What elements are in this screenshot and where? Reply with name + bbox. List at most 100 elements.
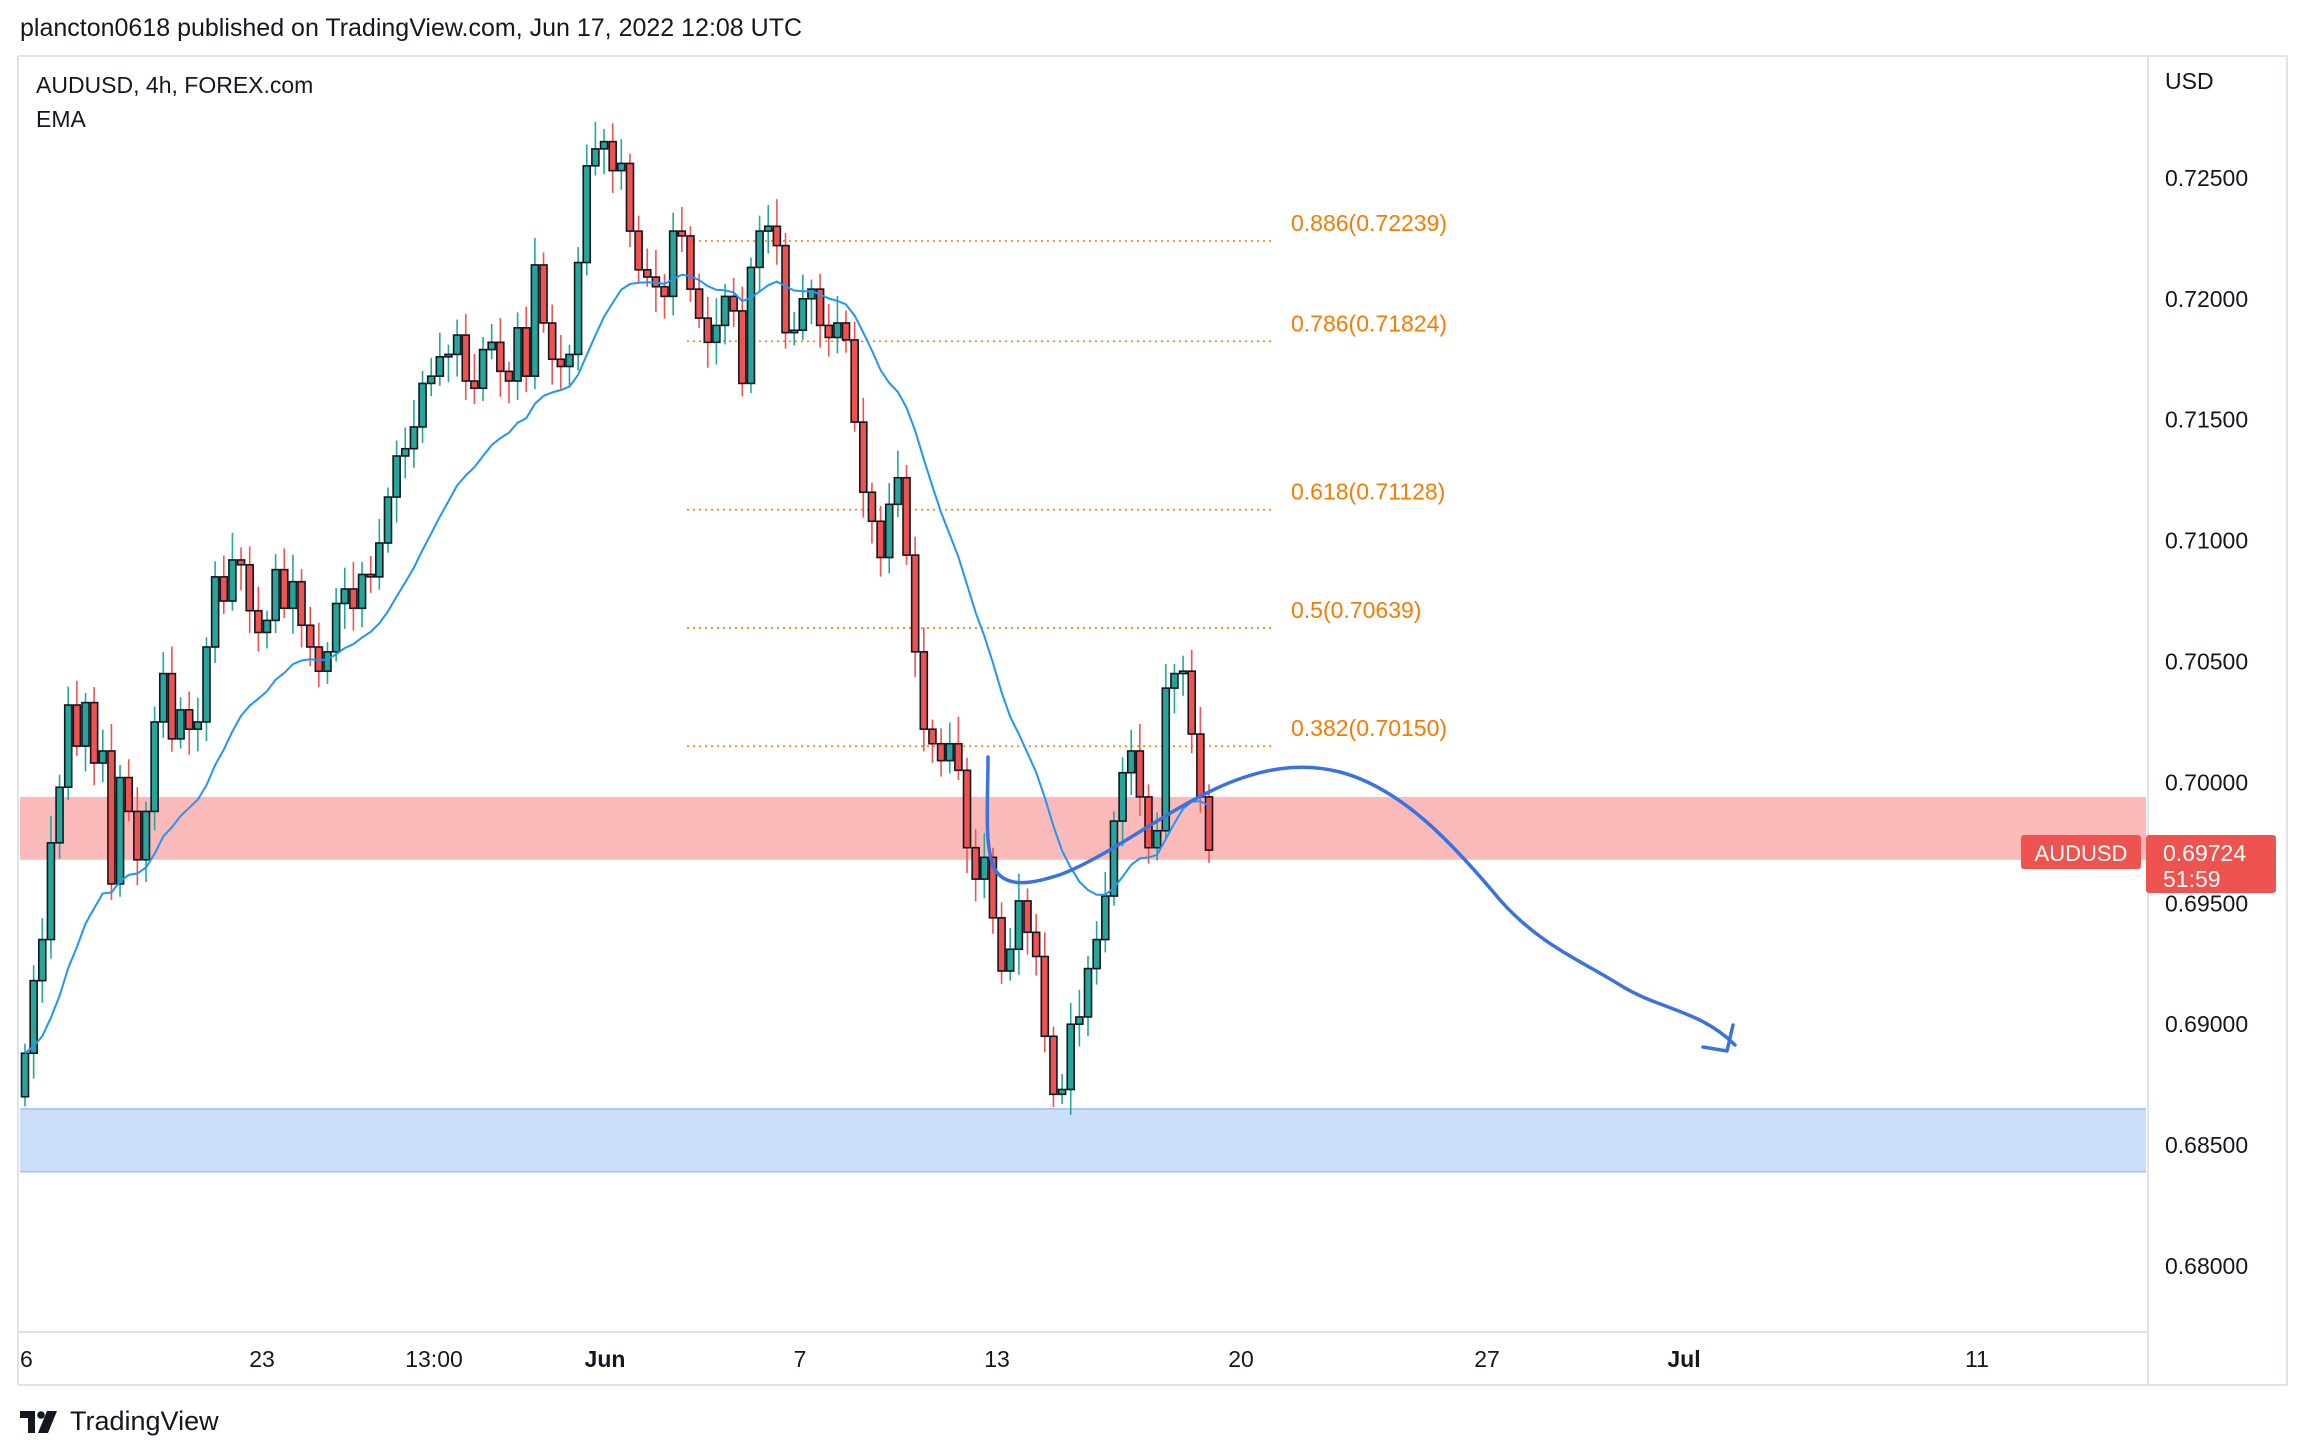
candle-body	[470, 380, 479, 390]
legend-indicator-ema[interactable]: EMA	[36, 106, 86, 132]
candle-body	[375, 542, 384, 578]
candle-body	[305, 624, 315, 648]
legend-symbol[interactable]: AUDUSD, 4h, FOREX.com	[36, 72, 314, 98]
fib-label: 0.886(0.72239)	[1291, 210, 1447, 236]
last-price-tag: AUDUSD 0.69724 51:59	[2021, 835, 2276, 893]
candle-body	[323, 651, 332, 672]
candle-body	[521, 327, 531, 377]
candle-body	[919, 651, 929, 731]
price-axis-tick: 0.69500	[2165, 890, 2248, 916]
candle-body	[634, 230, 643, 271]
candle-body	[184, 709, 194, 731]
time-axis-tick: 6	[20, 1346, 33, 1372]
candle-body	[703, 317, 713, 344]
candle-body	[1170, 672, 1179, 689]
tradingview-logo-icon	[20, 1410, 57, 1433]
support-zone	[20, 1108, 2146, 1172]
candle-body	[452, 334, 462, 356]
candle-body	[668, 230, 678, 298]
candle-body	[392, 455, 401, 498]
candle-body	[1100, 895, 1110, 941]
candle-body	[763, 225, 773, 232]
candle-body	[29, 979, 38, 1055]
candle-body	[219, 576, 229, 602]
time-axis-tick: Jun	[585, 1346, 626, 1372]
publish-info: plancton0618 published on TradingView.co…	[20, 14, 803, 42]
candle-body	[772, 225, 782, 247]
candle-body	[867, 491, 877, 523]
candle-body	[1178, 670, 1188, 675]
candle-body	[426, 375, 436, 385]
candle-body	[833, 322, 842, 339]
candle-body	[962, 769, 972, 849]
candle-body	[245, 563, 255, 612]
time-axis-tick: 11	[1965, 1346, 1989, 1372]
candle-body	[1196, 733, 1205, 798]
ema-line	[24, 273, 1210, 1054]
time-axis-tick: 23	[249, 1346, 275, 1372]
candle-body	[798, 297, 808, 332]
fib-label: 0.786(0.71824)	[1291, 310, 1447, 336]
candle-body	[936, 742, 946, 762]
price-tag-value: 0.69724	[2163, 840, 2246, 866]
candle-body	[340, 588, 350, 605]
candle-body	[1161, 687, 1171, 832]
price-tag-symbol-box	[2021, 835, 2141, 869]
time-axis-tick: 13:00	[405, 1346, 463, 1372]
price-axis-tick: 0.72000	[2165, 286, 2248, 312]
price-axis-currency: USD	[2165, 68, 2214, 94]
candle-body	[461, 334, 471, 382]
candle-body	[1144, 796, 1153, 849]
candle-body	[1118, 771, 1127, 822]
candle-body	[686, 235, 695, 290]
candle-body	[755, 230, 764, 269]
candle-body	[271, 568, 280, 622]
candle-body	[279, 568, 289, 610]
candle-body	[20, 1052, 30, 1098]
candle-body	[979, 856, 989, 880]
price-axis-tick: 0.69000	[2165, 1011, 2248, 1037]
candle-body	[884, 503, 894, 559]
footer-brand[interactable]: TradingView	[20, 1406, 219, 1437]
candle-body	[444, 353, 453, 358]
candle-body	[228, 559, 237, 602]
candle-body	[954, 742, 963, 772]
candle-body	[582, 165, 592, 264]
candle-body	[547, 322, 557, 361]
candle-body	[850, 339, 859, 423]
time-axis-tick: 13	[984, 1346, 1010, 1372]
candle-body	[642, 268, 652, 278]
candle-body	[150, 721, 159, 813]
candle-body	[789, 329, 799, 334]
candle-body	[55, 786, 64, 844]
resistance-zone	[20, 796, 2146, 860]
candle-body	[1023, 900, 1032, 934]
candle-body	[591, 148, 600, 167]
candle-body	[158, 672, 168, 723]
time-axis-tick: 7	[794, 1346, 807, 1372]
candle-body	[409, 426, 419, 450]
candle-body	[357, 573, 367, 610]
candle-body	[262, 619, 272, 634]
candle-body	[487, 341, 496, 351]
fib-label: 0.618(0.71128)	[1291, 479, 1445, 505]
candle-body	[1014, 900, 1024, 951]
candle-body	[729, 295, 738, 312]
candle-body	[539, 264, 548, 324]
candle-body	[1152, 829, 1162, 849]
candle-body	[176, 709, 185, 740]
candle-body	[1109, 820, 1119, 897]
candle-body	[807, 288, 816, 300]
candle-body	[902, 476, 911, 556]
price-axis-tick: 0.70500	[2165, 649, 2248, 675]
candle-body	[694, 288, 704, 319]
footer-brand-name: TradingView	[70, 1406, 219, 1436]
candle-body	[720, 295, 730, 327]
candle-body	[815, 288, 825, 327]
candle-body	[89, 701, 99, 764]
price-axis-tick: 0.72500	[2165, 165, 2248, 191]
candle-body	[876, 520, 885, 559]
candle-body	[288, 580, 298, 610]
candle-body	[1092, 938, 1101, 970]
